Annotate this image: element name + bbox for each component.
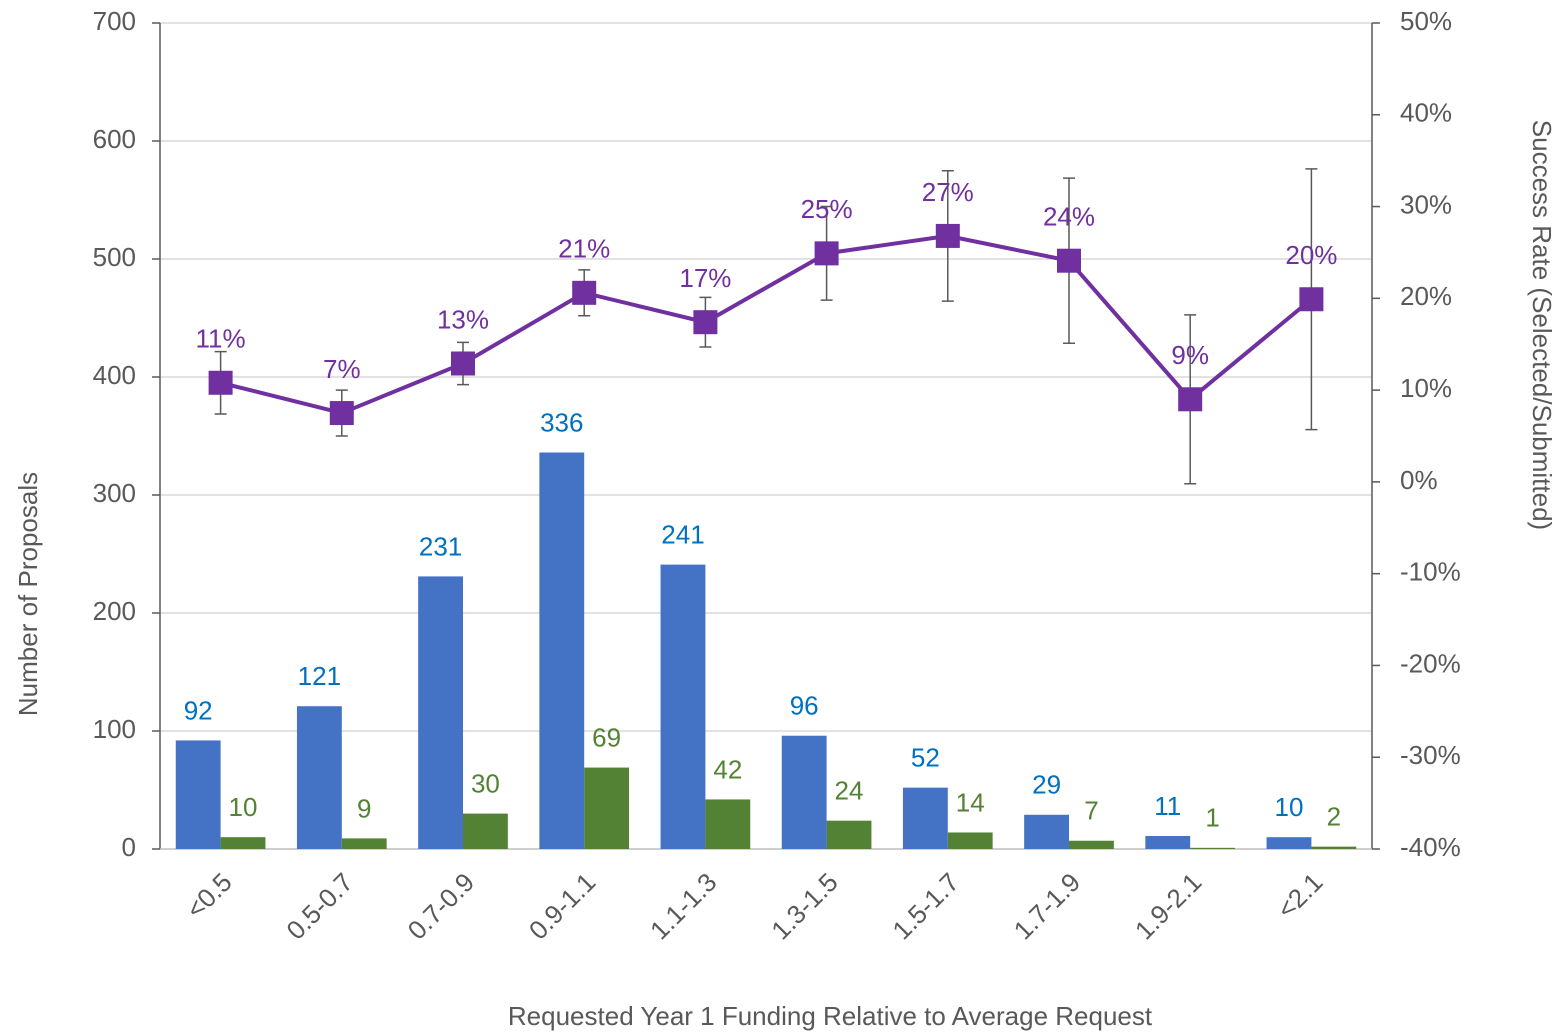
bar: [463, 813, 508, 849]
line-marker: [935, 223, 960, 248]
y-tick-label: 500: [93, 242, 136, 272]
bar: [947, 832, 993, 849]
bar: [902, 787, 948, 849]
y-tick-label: 600: [93, 124, 136, 154]
y-tick-label: 700: [93, 6, 136, 36]
y2-tick-label: -10%: [1400, 557, 1461, 587]
bar-value-label: 14: [956, 787, 985, 817]
bar: [1024, 814, 1069, 849]
x-tick-label: 0.7-0.9: [402, 867, 480, 945]
line-marker: [693, 310, 718, 335]
bar-value-label: 231: [419, 531, 462, 561]
bar: [1145, 836, 1191, 849]
bar: [296, 706, 342, 849]
y2-tick-label: -20%: [1400, 648, 1461, 678]
y-axis-label: Number of Proposals: [13, 472, 43, 716]
line-marker: [814, 241, 839, 266]
x-axis-label: Requested Year 1 Funding Relative to Ave…: [508, 1001, 1153, 1031]
bar-value-label: 7: [1084, 796, 1098, 826]
bar-value-label: 10: [1275, 792, 1304, 822]
bar-value-label: 69: [592, 722, 621, 752]
line-value-label: 25%: [801, 194, 853, 224]
bar-value-label: 1: [1205, 803, 1219, 833]
bar: [1190, 847, 1236, 849]
bar-value-label: 52: [911, 743, 940, 773]
bar-value-label: 92: [184, 695, 213, 725]
x-tick-label: 1.5-1.7: [886, 867, 964, 945]
line-value-label: 21%: [558, 234, 610, 264]
bar-value-label: 11: [1154, 791, 1181, 821]
bar-value-label: 336: [540, 407, 583, 437]
bar: [660, 564, 706, 849]
x-tick-label: 0.5-0.7: [280, 867, 358, 945]
bar-value-label: 29: [1032, 770, 1061, 800]
y-tick-label: 0: [122, 832, 136, 862]
y-tick-label: 200: [93, 596, 136, 626]
x-tick-label: <2.1: [1271, 867, 1329, 925]
bar: [826, 820, 872, 849]
y-tick-label: 400: [93, 360, 136, 390]
bar: [175, 740, 221, 849]
line-value-label: 9%: [1171, 340, 1209, 370]
bar-value-label: 30: [471, 768, 500, 798]
bar-value-label: 9: [357, 793, 371, 823]
y2-axis-label: Success Rate (Selected/Submitted): [1527, 120, 1557, 530]
line-value-label: 27%: [922, 177, 974, 207]
line-value-label: 20%: [1285, 240, 1337, 270]
bar: [705, 799, 751, 849]
bar: [418, 576, 463, 849]
line-marker: [208, 370, 233, 395]
x-tick-label: 0.9-1.1: [523, 867, 601, 945]
y2-tick-label: 40%: [1400, 98, 1452, 128]
bar: [781, 735, 827, 849]
line-value-label: 17%: [679, 263, 731, 293]
y2-tick-label: 0%: [1400, 465, 1438, 495]
y2-tick-label: 50%: [1400, 6, 1452, 36]
x-tick-label: 1.1-1.3: [644, 867, 722, 945]
bar: [341, 838, 387, 849]
line-marker: [1299, 287, 1324, 312]
y2-tick-label: 10%: [1400, 373, 1452, 403]
bar-value-label: 42: [713, 754, 742, 784]
bar: [1069, 840, 1114, 849]
y2-tick-label: -40%: [1400, 832, 1461, 862]
x-tick-label: 1.7-1.9: [1008, 867, 1086, 945]
line-value-label: 13%: [437, 304, 489, 334]
bar-value-label: 241: [661, 519, 704, 549]
bar-value-label: 10: [229, 792, 258, 822]
x-tick-label: 1.3-1.5: [765, 867, 843, 945]
bar-value-label: 121: [298, 661, 341, 691]
line-marker: [572, 280, 597, 305]
line-value-label: 24%: [1043, 202, 1095, 232]
bar-value-label: 24: [835, 776, 864, 806]
y-tick-label: 100: [93, 714, 136, 744]
y2-tick-label: -30%: [1400, 740, 1461, 770]
y2-tick-label: 20%: [1400, 281, 1452, 311]
y2-tick-label: 30%: [1400, 189, 1452, 219]
bar: [584, 767, 630, 849]
bar-value-label: 96: [790, 691, 819, 721]
x-tick-label: <0.5: [180, 867, 238, 925]
bar-value-label: 2: [1327, 802, 1341, 832]
bar: [1311, 846, 1357, 849]
x-tick-label: 1.9-2.1: [1129, 867, 1207, 945]
line-marker: [451, 351, 475, 376]
line-marker: [329, 401, 354, 426]
y-tick-label: 300: [93, 478, 136, 508]
line-marker: [1057, 248, 1081, 273]
bar: [1266, 837, 1312, 849]
line-marker: [1178, 387, 1203, 412]
bar: [220, 837, 266, 849]
bar: [539, 452, 585, 849]
series-line: [220, 233, 1313, 416]
line-value-label: 7%: [323, 354, 361, 384]
line-value-label: 11%: [196, 324, 246, 354]
